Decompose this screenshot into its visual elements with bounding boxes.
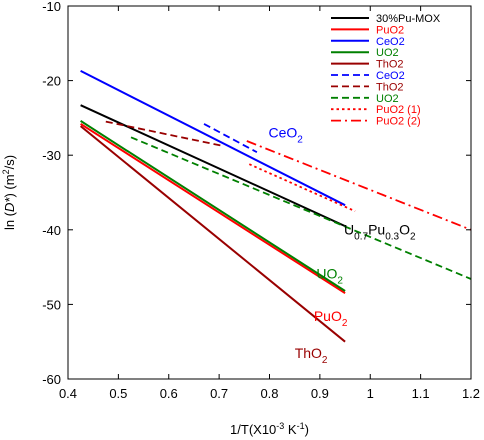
annotation-ceo2: CeO2 [268, 124, 303, 145]
x-tick-label: 0.7 [210, 386, 228, 401]
series-line-puo2-2-dashdot [246, 140, 471, 231]
x-tick-label: 0.8 [260, 386, 278, 401]
legend-label: UO2 [376, 93, 399, 105]
annotation-tho2: ThO2 [295, 345, 328, 366]
y-tick-label: -20 [42, 74, 61, 89]
x-tick-label: 0.6 [160, 386, 178, 401]
series-line-uo2-solid [80, 120, 346, 292]
y-tick-label: -50 [42, 297, 61, 312]
series-line-uo2-dash [130, 136, 471, 280]
legend-label: ThO2 [376, 59, 404, 71]
x-axis-label: 1/T(X10-3 K-1) [230, 421, 309, 437]
x-tick-label: 1.2 [462, 386, 480, 401]
legend-label: PuO2 (2) [376, 116, 421, 128]
x-tick-label: 0.9 [311, 386, 329, 401]
legend-label: CeO2 [376, 70, 405, 82]
series-lines [79, 70, 471, 343]
legend-label: PuO2 (1) [376, 104, 421, 116]
series-line-30-pu-mox-solid [80, 104, 346, 228]
y-axis-label: ln (D*) (m2/s) [1, 155, 17, 230]
x-tick-label: 0.4 [59, 386, 77, 401]
annotation-u0-7pu0-3o2: U0.7Pu0.3O2 [344, 221, 416, 242]
x-tick-label: 1.1 [412, 386, 430, 401]
y-tick-label: -40 [42, 223, 61, 238]
annotation-uo2: UO2 [316, 265, 343, 286]
legend-label: 30%Pu-MOX [376, 13, 441, 25]
legend-label: UO2 [376, 47, 399, 59]
series-line-tho2-dash [105, 120, 225, 148]
x-tick-label: 1 [367, 386, 374, 401]
legend-label: PuO2 [376, 24, 404, 36]
y-tick-label: -60 [42, 372, 61, 387]
y-tick-label: -30 [42, 148, 61, 163]
series-line-ceo2-dash [203, 123, 258, 153]
series-line-puo2-1-dot [248, 163, 356, 213]
series-line-puo2-solid [80, 123, 346, 295]
series-line-ceo2-solid [80, 70, 346, 207]
legend: 30%Pu-MOXPuO2CeO2UO2ThO2CeO2ThO2UO2PuO2 … [331, 13, 441, 128]
y-tick-label: -10 [42, 0, 61, 14]
legend-label: ThO2 [376, 81, 404, 93]
axis-ticks: 0.4 0.5 0.6 0.7 0.8 0.9 1 1.1 1.2 -60 -50 -40 -30 -20… [42, 0, 480, 401]
series-line-tho2-solid [79, 125, 346, 343]
annotation-puo2: PuO2 [314, 308, 348, 329]
x-tick-label: 0.5 [109, 386, 127, 401]
legend-label: CeO2 [376, 36, 405, 48]
curve-annotations: CeO2 U0.7Pu0.3O2 UO2 PuO2 ThO2 [268, 124, 416, 366]
